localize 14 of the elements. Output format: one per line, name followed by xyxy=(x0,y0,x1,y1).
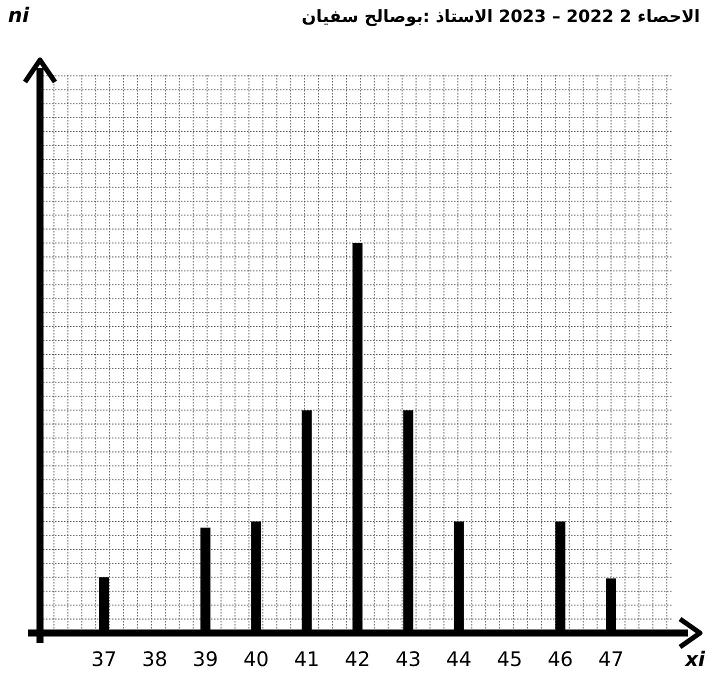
x-tick-label: 44 xyxy=(446,647,472,671)
x-tick-label: 42 xyxy=(344,647,370,671)
x-tick-label: 43 xyxy=(395,647,421,671)
chart-title: الاحصاء 2 2022 – 2023 الاستاذ :بوصالح سفيان xyxy=(302,7,700,27)
x-tick-label: 46 xyxy=(548,647,574,671)
x-tick-label: 47 xyxy=(598,647,624,671)
x-tick-label: 38 xyxy=(142,647,168,671)
x-tick-label: 45 xyxy=(496,647,522,671)
x-tick-label: 40 xyxy=(243,647,269,671)
text: ni xyxy=(8,3,30,27)
x-tick-label: 39 xyxy=(192,647,218,671)
x-axis-title: xi xyxy=(684,647,706,671)
x-tick-label: 41 xyxy=(294,647,320,671)
x-tick-label: 37 xyxy=(91,647,117,671)
